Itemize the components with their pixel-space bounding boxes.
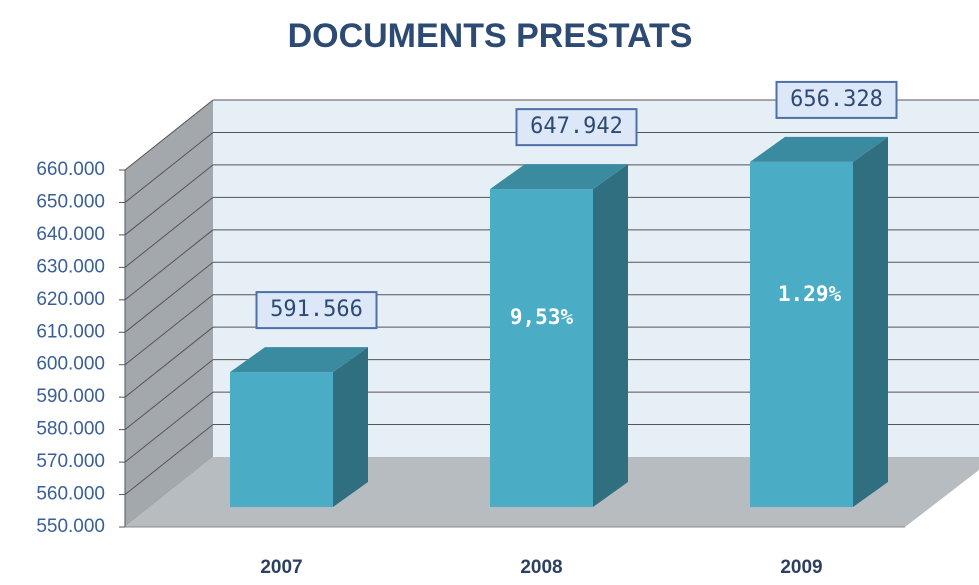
bar-top	[490, 164, 628, 190]
y-tick-label: 660.000	[36, 159, 105, 180]
y-tick-label: 650.000	[36, 191, 105, 212]
grid-line	[124, 229, 214, 301]
grid-line	[124, 132, 214, 203]
grid-line	[124, 99, 214, 171]
value-label: 647.942	[530, 114, 623, 139]
x-tick-label: 2007	[260, 557, 302, 578]
grid-line	[124, 424, 214, 495]
side-wall	[125, 100, 213, 527]
grid-line	[124, 294, 214, 366]
value-label-box	[775, 80, 898, 119]
grid-line	[124, 326, 214, 398]
y-tick-label: 550.000	[36, 516, 105, 537]
bar	[230, 372, 333, 507]
grid-line	[124, 391, 214, 463]
grid-line	[124, 359, 214, 431]
value-label: 656.328	[790, 87, 883, 112]
bar-side	[333, 347, 368, 507]
bar	[490, 189, 593, 507]
grid-line	[124, 261, 214, 333]
y-tick-label: 640.000	[36, 224, 105, 245]
bar-top	[230, 347, 368, 373]
y-tick-label: 580.000	[36, 419, 105, 440]
grid-line	[124, 164, 214, 236]
value-label-box	[515, 108, 638, 147]
bar-top	[750, 136, 888, 162]
y-tick-label: 570.000	[36, 451, 105, 472]
y-tick-label: 600.000	[36, 354, 105, 375]
y-tick-label: 630.000	[36, 256, 105, 277]
x-tick-label: 2009	[780, 557, 822, 578]
bar-side	[593, 164, 628, 507]
y-tick-label: 610.000	[36, 321, 105, 342]
value-label: 591.566	[270, 297, 363, 322]
x-tick-label: 2008	[520, 557, 562, 578]
y-tick-label: 590.000	[36, 386, 105, 407]
bar-side	[853, 136, 888, 508]
annotation: 9,53%	[510, 305, 574, 329]
chart-title: DOCUMENTS PRESTATS	[288, 17, 693, 55]
y-tick-label: 560.000	[36, 484, 105, 505]
value-label-box	[255, 291, 378, 330]
annotation: 1.29%	[778, 282, 842, 306]
y-tick-label: 620.000	[36, 289, 105, 310]
bar	[750, 161, 853, 508]
grid-line	[124, 196, 214, 268]
